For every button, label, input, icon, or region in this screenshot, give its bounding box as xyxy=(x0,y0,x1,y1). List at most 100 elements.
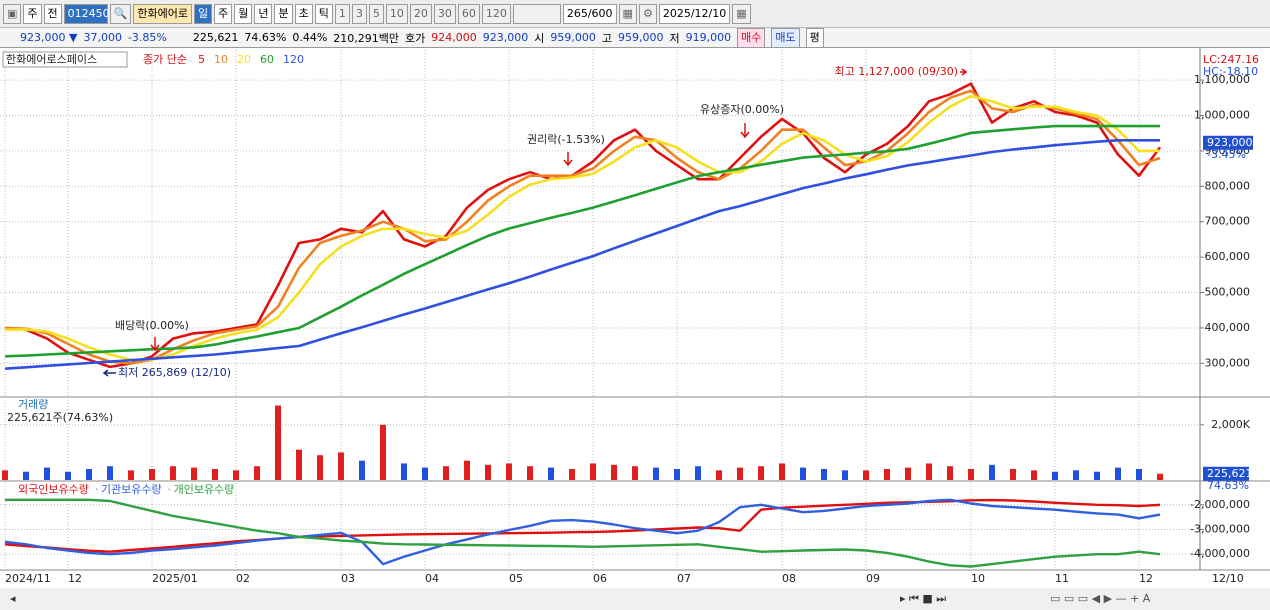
volume-bar xyxy=(821,468,827,480)
period-tab[interactable]: 초 xyxy=(294,3,313,24)
volume-bar xyxy=(947,466,953,480)
legend-label: 5 xyxy=(198,53,205,66)
panel-title: 거래량 xyxy=(18,398,48,411)
volume-bar xyxy=(65,471,71,480)
ask: 924,000 xyxy=(431,31,477,44)
legend-sep: · xyxy=(168,483,172,496)
chart-subtitle: 종가 단순 xyxy=(143,53,187,66)
volume-bar xyxy=(44,467,50,480)
y-tick-label: -4,000,000 xyxy=(1190,547,1250,560)
current-box xyxy=(1203,466,1249,481)
buy-button[interactable]: 매수 xyxy=(737,27,766,48)
current-change: -3.45% xyxy=(1207,148,1246,161)
chart-bg xyxy=(0,48,1270,610)
search-button[interactable]: 🔍 xyxy=(109,3,132,24)
volume-bar xyxy=(107,466,113,480)
x-tick-label: 12 xyxy=(68,572,82,585)
sell-button[interactable]: 매도 xyxy=(771,27,800,48)
volume-bar xyxy=(1052,471,1058,480)
volume-bar xyxy=(989,464,995,480)
count: 265 xyxy=(566,6,588,20)
calendar-button[interactable]: ▦ xyxy=(732,3,751,24)
volume-bar xyxy=(506,463,512,480)
legend-label: 개인보유수량 xyxy=(174,483,235,496)
date-input[interactable]: 2025/12/10 xyxy=(658,3,731,24)
interval-button[interactable]: 120 xyxy=(481,3,511,24)
annotation: 권리락(-1.53%) xyxy=(527,133,605,146)
volume: 225,621 xyxy=(192,31,239,44)
volume-bar xyxy=(212,468,218,480)
y-tick-label: 800,000 xyxy=(1205,179,1251,192)
code-input[interactable]: 012450 xyxy=(63,3,110,24)
volume-bar xyxy=(569,468,575,480)
annotation: 최저 265,869 (12/10) xyxy=(118,366,231,379)
annotation-arrow xyxy=(563,152,573,167)
bid: 923,000 xyxy=(482,31,529,44)
ask-label: 호가 xyxy=(405,31,426,45)
tool-icon[interactable]: ▦ xyxy=(618,3,637,24)
series-line xyxy=(4,139,1160,370)
interval-button[interactable]: 60 xyxy=(457,3,480,24)
volume-bar xyxy=(842,470,848,480)
interval-button[interactable]: 30 xyxy=(433,3,456,24)
hc-label: HC:-18.10 xyxy=(1203,65,1258,78)
y-tick-label: -2,000,000 xyxy=(1190,498,1250,511)
interval-button[interactable]: 10 xyxy=(385,3,408,24)
tool-icon[interactable]: ⚙ xyxy=(638,3,657,24)
legend-label: 10 xyxy=(214,53,228,66)
series-line xyxy=(4,82,1162,369)
price: 923,000 ▼ xyxy=(20,31,78,44)
stock-name[interactable]: 한화에어로 xyxy=(133,3,192,24)
interval-button[interactable]: 20 xyxy=(409,3,432,24)
interval-button[interactable]: 1 xyxy=(334,3,350,24)
interval-input[interactable] xyxy=(512,3,561,24)
volume-bar xyxy=(275,405,281,480)
count-max: /600 xyxy=(587,6,613,20)
y-tick-label: 2,000K xyxy=(1211,418,1250,431)
zoom-controls[interactable]: ▭ ▭ ▭ ◀ ▶ — + A xyxy=(1050,592,1151,605)
volume-bar xyxy=(905,467,911,480)
volume-bar xyxy=(1094,471,1100,480)
current-volume-pct: 74.63% xyxy=(1207,479,1249,492)
period-tab[interactable]: 년 xyxy=(254,3,273,24)
annotation: 배당락(0.00%) xyxy=(115,319,189,332)
series-line xyxy=(4,498,1161,566)
chart: ◂ ▸ ⏮ ■ ⏭ ▭ ▭ ▭ ◀ ▶ — + A 300,000 400,000… xyxy=(0,48,1270,610)
eval-button[interactable]: 평 xyxy=(805,27,824,48)
kind[interactable]: 전 xyxy=(43,3,62,24)
y-tick-label: 700,000 xyxy=(1205,215,1251,228)
volume-bar xyxy=(653,467,659,480)
period-tab[interactable]: 분 xyxy=(274,3,293,24)
x-tick-label: 08 xyxy=(782,572,796,585)
volume-bar xyxy=(1073,470,1079,480)
playback-controls[interactable]: ▸ ⏮ ■ ⏭ xyxy=(900,592,946,605)
open-label: 시 xyxy=(534,31,545,45)
annotation: 유상증자(0.00%) xyxy=(700,103,784,116)
interval-button[interactable]: 3 xyxy=(351,3,367,24)
volume-bar xyxy=(485,464,491,480)
scrollbar[interactable] xyxy=(0,588,1270,610)
current-volume: 225,621 xyxy=(1207,467,1253,480)
count-input[interactable]: 265/600 xyxy=(562,3,617,24)
volume-bar xyxy=(695,466,701,480)
volume-bar xyxy=(548,467,554,480)
volume-bar xyxy=(968,468,974,480)
volume-bar xyxy=(170,466,176,480)
volume-bar xyxy=(1157,473,1163,480)
period-tab[interactable]: 틱 xyxy=(314,3,333,24)
volume-bar xyxy=(443,466,449,480)
current-box xyxy=(1203,135,1253,150)
period-tab[interactable]: 일 xyxy=(193,3,213,24)
legend-label: 20 xyxy=(237,53,251,66)
market[interactable]: 주 xyxy=(23,3,42,24)
menu-icon[interactable]: ▣ xyxy=(3,3,22,24)
period-tab[interactable]: 주 xyxy=(214,3,233,24)
volume-bar xyxy=(464,460,470,480)
interval-button[interactable]: 5 xyxy=(368,3,384,24)
volume-bar xyxy=(632,466,638,480)
y-tick-label: 300,000 xyxy=(1205,356,1251,369)
toolbar: ▣ 주 전 012450 🔍 한화에어로 일 주 월 년 분 초 틱 1 3 5… xyxy=(0,0,1270,28)
scroll-left[interactable]: ◂ xyxy=(10,592,16,605)
period-tab[interactable]: 월 xyxy=(234,3,253,24)
volume-bar xyxy=(611,464,617,480)
